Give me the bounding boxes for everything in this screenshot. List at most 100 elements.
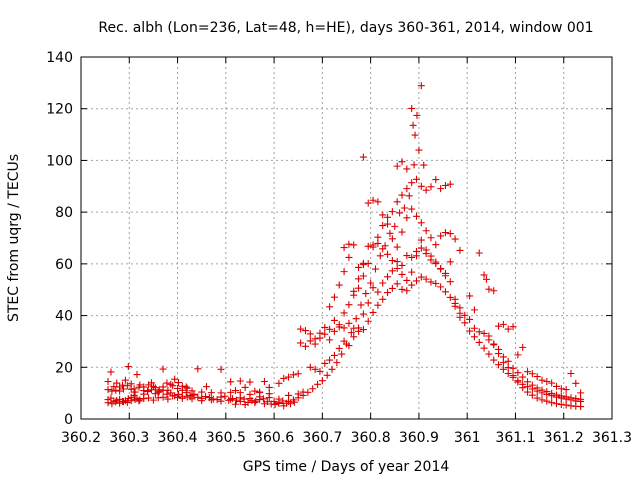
data-point: [456, 313, 464, 321]
data-point: [412, 277, 420, 285]
data-point: [572, 379, 580, 387]
data-point: [403, 185, 411, 193]
data-point: [470, 333, 478, 341]
data-point: [398, 261, 406, 269]
data-point: [379, 222, 387, 230]
data-point: [543, 378, 551, 386]
data-point: [475, 328, 483, 336]
data-point: [149, 382, 157, 390]
data-point: [369, 241, 377, 249]
data-point: [427, 278, 435, 286]
data-point: [538, 376, 546, 384]
data-point: [384, 213, 392, 221]
data-point: [304, 388, 312, 396]
data-point: [403, 165, 411, 173]
data-point: [364, 299, 372, 307]
data-point: [441, 229, 449, 237]
data-point: [552, 391, 560, 399]
data-point: [251, 398, 259, 406]
data-point: [333, 359, 341, 367]
data-point: [388, 284, 396, 292]
x-axis-label: GPS time / Days of year 2014: [243, 459, 450, 475]
data-point: [289, 396, 297, 404]
data-point: [350, 333, 358, 341]
y-tick-label: 140: [46, 50, 73, 66]
data-point: [374, 239, 382, 247]
data-point: [415, 146, 423, 154]
data-point: [259, 395, 267, 403]
data-point: [422, 227, 430, 235]
data-point: [326, 356, 334, 364]
data-point: [466, 292, 474, 300]
data-point: [227, 378, 235, 386]
data-point: [475, 249, 483, 257]
data-point: [393, 198, 401, 206]
data-point: [543, 388, 551, 396]
data-point: [355, 324, 363, 332]
data-point: [113, 379, 121, 387]
data-point: [352, 315, 360, 323]
data-point: [198, 388, 206, 396]
data-point: [514, 369, 522, 377]
data-point: [374, 301, 382, 309]
data-point: [567, 369, 575, 377]
tick-layer: 0 20 40 60 80 100 120 140 360.2 360.3 360.4 360.5 36…: [46, 50, 632, 446]
data-point: [417, 273, 425, 281]
data-point: [159, 393, 167, 401]
data-point: [108, 400, 116, 408]
data-point: [297, 339, 305, 347]
data-point: [490, 356, 498, 364]
data-point: [499, 359, 507, 367]
data-point: [441, 272, 449, 280]
data-point: [391, 222, 399, 230]
data-point: [367, 279, 375, 287]
data-point: [403, 252, 411, 260]
data-point: [446, 278, 454, 286]
data-point: [174, 394, 182, 402]
data-point: [155, 387, 163, 395]
data-point: [151, 390, 159, 398]
data-point: [400, 204, 408, 212]
data-point: [335, 281, 343, 289]
data-point: [456, 304, 464, 312]
data-point: [265, 390, 273, 398]
data-point: [227, 395, 235, 403]
data-point: [289, 371, 297, 379]
data-point: [364, 199, 372, 207]
data-point: [485, 332, 493, 340]
data-point: [552, 382, 560, 390]
data-point: [446, 258, 454, 266]
data-point: [316, 334, 324, 342]
data-point: [410, 161, 418, 169]
y-tick-label: 40: [55, 309, 73, 325]
data-point: [495, 361, 503, 369]
data-point: [437, 185, 445, 193]
data-point: [306, 330, 314, 338]
x-tick-label: 360.5: [206, 430, 246, 446]
data-point: [412, 252, 420, 260]
data-point: [227, 388, 235, 396]
data-point: [446, 293, 454, 301]
data-point: [432, 241, 440, 249]
data-point: [509, 364, 517, 372]
data-point: [154, 388, 162, 396]
data-point: [417, 219, 425, 227]
x-tick-label: 360.4: [157, 430, 197, 446]
data-point: [379, 279, 387, 287]
y-tick-label: 80: [55, 205, 73, 221]
data-point: [409, 121, 417, 129]
data-point: [340, 324, 348, 332]
data-point: [577, 395, 585, 403]
data-point: [528, 391, 536, 399]
x-tick-label: 360.6: [254, 430, 294, 446]
data-point: [369, 308, 377, 316]
data-point: [577, 403, 585, 411]
x-tick-label: 360.9: [399, 430, 439, 446]
data-point: [451, 295, 459, 303]
data-point: [330, 316, 338, 324]
data-point: [562, 393, 570, 401]
data-point: [347, 329, 355, 337]
y-tick-label: 0: [64, 412, 73, 428]
